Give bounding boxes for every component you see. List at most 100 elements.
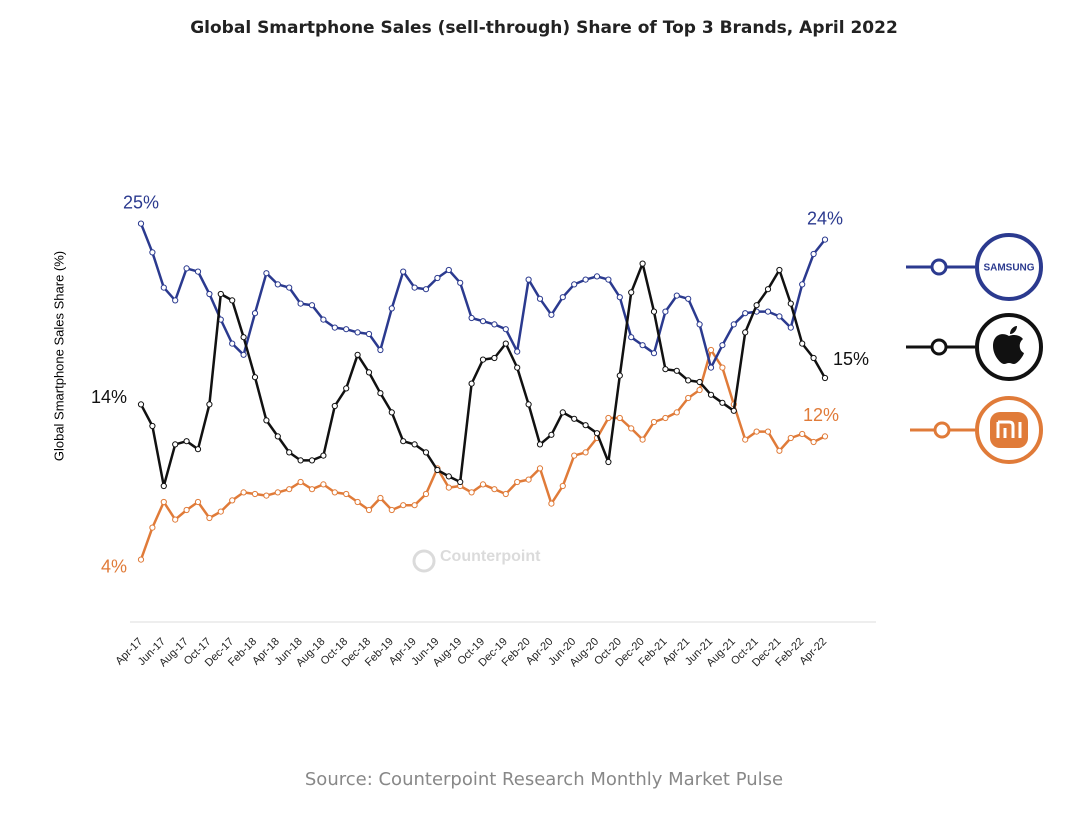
point <box>422 490 430 498</box>
point <box>194 268 202 275</box>
point <box>628 334 635 341</box>
point <box>650 308 658 315</box>
point <box>685 377 692 384</box>
point <box>251 374 259 381</box>
point <box>274 281 281 288</box>
point <box>308 486 316 493</box>
point <box>308 457 316 464</box>
point <box>240 351 247 358</box>
point <box>605 414 612 422</box>
point <box>662 414 669 422</box>
point <box>719 342 726 349</box>
point <box>149 249 156 256</box>
point <box>525 401 532 408</box>
point <box>263 270 270 277</box>
point <box>810 354 817 362</box>
point <box>514 478 521 486</box>
series: 4% 12% <box>101 346 839 576</box>
point <box>616 372 623 379</box>
point <box>571 452 578 459</box>
point <box>183 506 190 514</box>
point <box>422 449 430 456</box>
point <box>149 524 156 531</box>
point <box>434 274 441 282</box>
data-label: 24% <box>807 208 843 228</box>
point <box>650 350 658 357</box>
point <box>605 458 612 466</box>
point <box>582 449 589 456</box>
point <box>468 380 475 387</box>
point <box>730 321 737 328</box>
point <box>593 430 601 437</box>
point <box>548 431 555 438</box>
legend-dot <box>930 338 948 356</box>
watermark: Counterpoint <box>412 548 541 573</box>
point <box>502 490 509 498</box>
point <box>514 364 521 371</box>
point <box>502 326 509 333</box>
data-label: 15% <box>833 349 869 369</box>
point <box>331 402 338 410</box>
point <box>206 401 213 408</box>
point <box>776 313 783 320</box>
point <box>707 391 715 398</box>
point <box>821 236 829 243</box>
point <box>639 436 646 443</box>
point <box>719 364 726 371</box>
point <box>240 334 247 341</box>
point <box>662 308 669 315</box>
point <box>263 417 270 424</box>
point <box>753 302 760 309</box>
point <box>742 329 749 336</box>
point <box>137 556 145 563</box>
point <box>274 489 281 496</box>
point <box>514 348 521 355</box>
legend: SAMSUNG <box>906 233 1043 464</box>
point <box>536 295 544 302</box>
point <box>320 481 327 488</box>
point <box>354 498 361 506</box>
point <box>377 346 384 354</box>
point <box>673 292 680 299</box>
point <box>320 316 327 323</box>
point <box>787 434 794 442</box>
point <box>411 441 418 448</box>
point <box>628 425 635 432</box>
point <box>229 497 236 504</box>
point <box>593 273 601 280</box>
point <box>388 305 395 312</box>
point <box>172 297 179 304</box>
point <box>764 286 772 293</box>
point <box>354 329 361 336</box>
point <box>160 498 167 506</box>
legend-label: SAMSUNG <box>983 263 1034 274</box>
point <box>468 489 475 496</box>
point <box>810 250 817 258</box>
point <box>263 492 270 499</box>
point <box>799 281 806 288</box>
mi-badge <box>990 412 1028 448</box>
point <box>229 340 236 347</box>
point <box>331 489 338 496</box>
point <box>559 482 566 490</box>
point <box>685 295 692 302</box>
point <box>525 476 532 483</box>
point <box>343 326 350 333</box>
point <box>445 484 452 491</box>
point <box>445 266 452 274</box>
point <box>639 342 646 349</box>
watermark-text: Counterpoint <box>440 548 541 565</box>
point <box>491 321 498 328</box>
data-label: 14% <box>91 387 127 407</box>
point <box>719 399 726 406</box>
point <box>206 514 213 522</box>
mi-icon <box>996 420 1022 438</box>
point <box>799 430 806 438</box>
point <box>639 260 646 267</box>
chart-title: Global Smartphone Sales (sell-through) S… <box>190 18 898 38</box>
point <box>707 364 715 371</box>
point <box>343 490 350 498</box>
point <box>217 508 224 515</box>
point <box>479 356 487 363</box>
point <box>616 294 623 301</box>
